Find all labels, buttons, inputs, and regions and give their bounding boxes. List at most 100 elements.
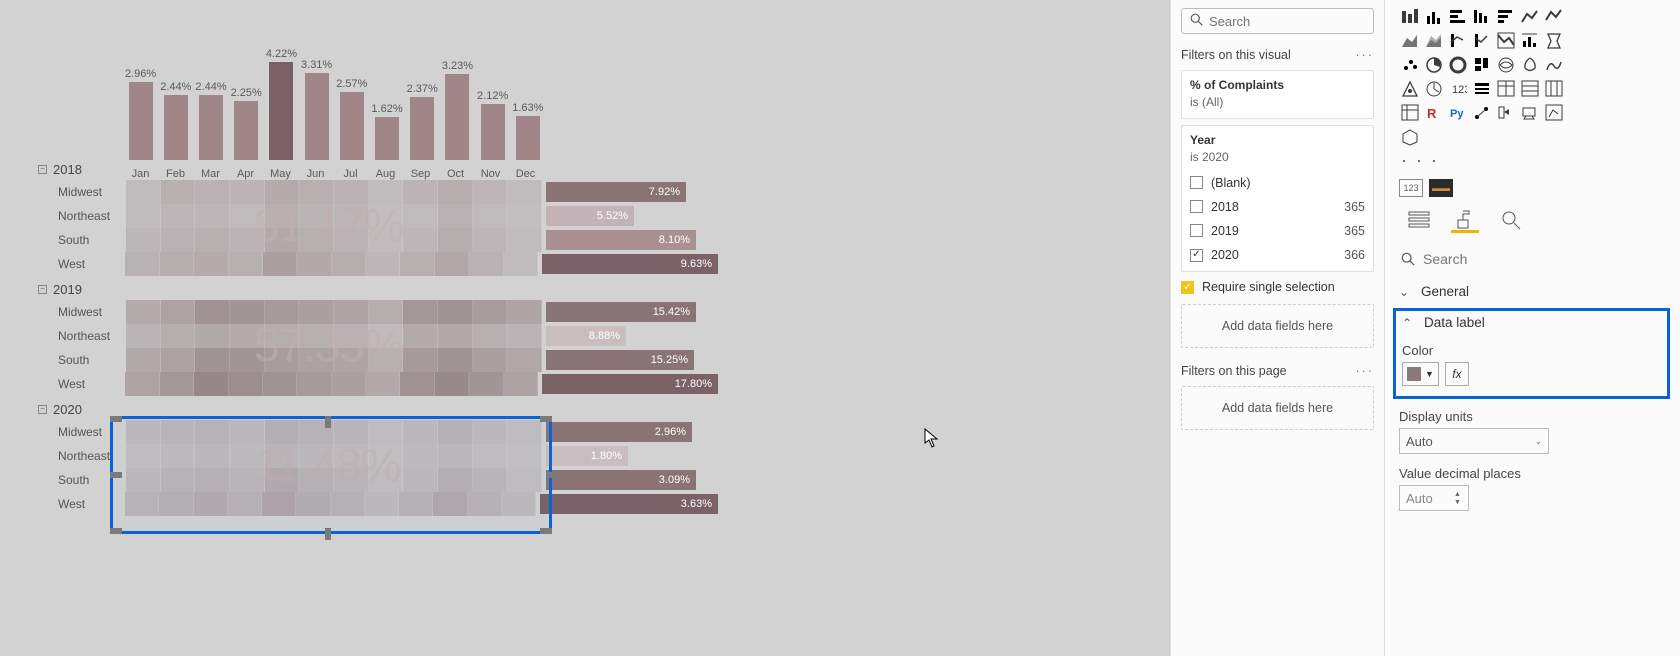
heat-cell[interactable]	[195, 420, 230, 444]
viz-type-kpi[interactable]	[1495, 78, 1517, 100]
report-canvas[interactable]: 2.96%2.44%2.44%2.25%4.22%3.31%2.57%1.62%…	[0, 0, 1170, 656]
heatmap-row[interactable]	[126, 420, 542, 444]
region-bar[interactable]: 3.09%	[546, 470, 696, 490]
heat-cell[interactable]	[160, 372, 194, 396]
heat-cell[interactable]	[369, 300, 404, 324]
column-bar[interactable]	[410, 97, 434, 160]
heat-cell[interactable]	[468, 492, 502, 516]
heat-cell[interactable]	[230, 300, 265, 324]
column-bar[interactable]	[199, 95, 223, 160]
heat-cell[interactable]	[299, 444, 334, 468]
viz-type-pie[interactable]	[1423, 54, 1445, 76]
format-general-row[interactable]: ⌄ General	[1399, 277, 1680, 306]
field-pill-123[interactable]: 123	[1399, 179, 1423, 197]
heat-cell[interactable]	[299, 228, 334, 252]
year-filter-option[interactable]: 2018365	[1190, 195, 1365, 219]
column-bar[interactable]	[481, 104, 505, 160]
field-pill-heatmap[interactable]: ▬▬	[1429, 179, 1453, 197]
collapse-icon[interactable]: −	[38, 285, 47, 294]
heat-cell[interactable]	[230, 468, 265, 492]
heat-cell[interactable]	[504, 252, 538, 276]
heatmap-row[interactable]	[125, 372, 538, 396]
heat-cell[interactable]	[299, 180, 334, 204]
heat-cell[interactable]	[126, 204, 161, 228]
region-bar[interactable]: 8.88%	[546, 326, 626, 346]
viz-type-arcgis[interactable]	[1399, 126, 1421, 148]
heat-cell[interactable]	[265, 468, 300, 492]
heat-cell[interactable]	[403, 348, 438, 372]
heatmap-row[interactable]	[125, 492, 536, 516]
year-filter-option[interactable]: (Blank)	[1190, 171, 1365, 195]
viz-type-map-globe[interactable]	[1495, 54, 1517, 76]
region-bar[interactable]: 8.10%	[546, 230, 696, 250]
column-bar[interactable]	[340, 92, 364, 160]
heat-cell[interactable]	[438, 228, 473, 252]
viz-type-azure-map[interactable]	[1399, 78, 1421, 100]
heat-cell[interactable]	[473, 468, 508, 492]
heat-cell[interactable]	[507, 300, 542, 324]
heat-cell[interactable]	[400, 252, 434, 276]
heat-cell[interactable]	[195, 324, 230, 348]
viz-type-r-visual[interactable]: R	[1423, 102, 1445, 124]
spinner-arrows-icon[interactable]: ▲▼	[1454, 486, 1466, 510]
heat-cell[interactable]	[334, 348, 369, 372]
heat-cell[interactable]	[195, 300, 230, 324]
heat-cell[interactable]	[334, 300, 369, 324]
heat-cell[interactable]	[438, 420, 473, 444]
heat-cell[interactable]	[369, 348, 404, 372]
heat-cell[interactable]	[262, 492, 296, 516]
heat-cell[interactable]	[473, 180, 508, 204]
require-single-selection[interactable]: ✓ Require single selection	[1181, 280, 1374, 294]
viz-type-qa[interactable]	[1519, 102, 1541, 124]
heat-cell[interactable]	[265, 228, 300, 252]
heat-cell[interactable]	[473, 300, 508, 324]
heat-cell[interactable]	[332, 372, 366, 396]
fields-tab-icon[interactable]	[1405, 209, 1433, 233]
conditional-formatting-button[interactable]: fx	[1445, 362, 1469, 386]
viz-type-multirow-card[interactable]	[1471, 78, 1493, 100]
collapse-icon[interactable]: −	[38, 165, 47, 174]
heatmap-row[interactable]	[126, 444, 542, 468]
display-units-select[interactable]: Auto ⌄	[1399, 428, 1549, 454]
heat-cell[interactable]	[438, 204, 473, 228]
heat-cell[interactable]	[473, 444, 508, 468]
column-bar[interactable]	[445, 74, 469, 160]
heat-cell[interactable]	[365, 492, 399, 516]
heat-cell[interactable]	[400, 372, 434, 396]
heat-cell[interactable]	[369, 180, 404, 204]
heat-cell[interactable]	[473, 204, 508, 228]
heat-cell[interactable]	[194, 492, 228, 516]
viz-type-clustered-bar[interactable]	[1471, 6, 1493, 28]
heat-cell[interactable]	[507, 468, 542, 492]
heat-cell[interactable]	[334, 420, 369, 444]
heat-cell[interactable]	[195, 204, 230, 228]
heat-cell[interactable]	[331, 492, 365, 516]
more-visuals-icon[interactable]: · · ·	[1401, 150, 1680, 171]
heat-cell[interactable]	[297, 372, 331, 396]
viz-type-filled-map[interactable]	[1519, 54, 1541, 76]
viz-type-stacked-area[interactable]	[1423, 30, 1445, 52]
heat-cell[interactable]	[369, 468, 404, 492]
heat-cell[interactable]	[161, 420, 196, 444]
heat-cell[interactable]	[473, 420, 508, 444]
heatmap-row[interactable]	[126, 204, 542, 228]
viz-type-card[interactable]: 123	[1447, 78, 1469, 100]
heat-cell[interactable]	[229, 252, 263, 276]
heat-cell[interactable]	[334, 228, 369, 252]
heat-cell[interactable]	[263, 252, 297, 276]
heat-cell[interactable]	[403, 228, 438, 252]
viz-type-clustered-column[interactable]	[1423, 6, 1445, 28]
viz-type-donut[interactable]	[1447, 54, 1469, 76]
heat-cell[interactable]	[334, 468, 369, 492]
viz-type-python-visual[interactable]: Py	[1447, 102, 1469, 124]
column-bar[interactable]	[269, 62, 293, 160]
heatmap-row[interactable]	[126, 180, 542, 204]
heat-cell[interactable]	[403, 420, 438, 444]
viz-type-stacked-bar[interactable]	[1399, 6, 1421, 28]
heat-cell[interactable]	[195, 444, 230, 468]
viz-type-waterfall[interactable]	[1519, 30, 1541, 52]
region-bar[interactable]: 15.25%	[546, 350, 694, 370]
heatmap-row[interactable]	[126, 300, 542, 324]
column-bar[interactable]	[375, 117, 399, 160]
heat-cell[interactable]	[438, 444, 473, 468]
